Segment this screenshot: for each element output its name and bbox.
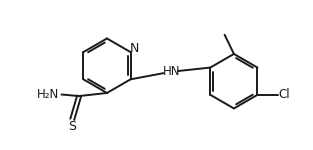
Text: S: S [68,120,76,133]
Text: Cl: Cl [279,88,290,101]
Text: H₂N: H₂N [37,88,59,101]
Text: N: N [130,42,139,55]
Text: HN: HN [163,65,181,78]
